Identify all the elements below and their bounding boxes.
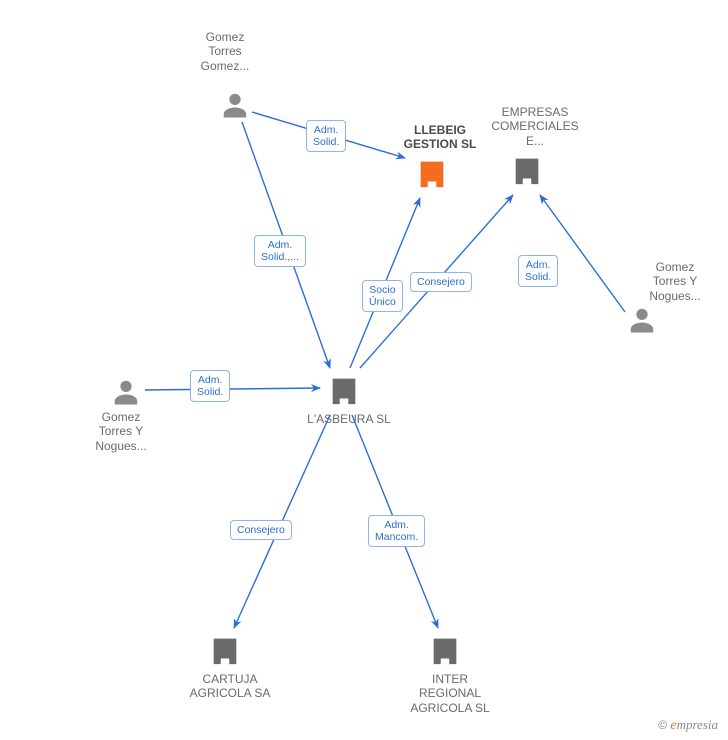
edge-label: Adm. Solid.: [306, 120, 346, 152]
building-icon[interactable]: [415, 156, 449, 195]
edge-line: [145, 388, 320, 390]
footer-attribution: © empresia: [658, 717, 718, 734]
building-icon[interactable]: [327, 373, 361, 412]
node-label[interactable]: L'ASBEURA SL: [289, 412, 409, 426]
edge-label: Consejero: [410, 272, 472, 292]
node-label[interactable]: Gomez Torres Gomez...: [180, 30, 270, 73]
node-label[interactable]: Gomez Torres Y Nogues...: [630, 260, 720, 303]
node-label[interactable]: CARTUJA AGRICOLA SA: [170, 672, 290, 701]
node-label[interactable]: Gomez Torres Y Nogues...: [76, 410, 166, 453]
node-label[interactable]: INTER REGIONAL AGRICOLA SL: [390, 672, 510, 715]
node-label[interactable]: EMPRESAS COMERCIALES E...: [475, 105, 595, 148]
person-icon[interactable]: [111, 377, 141, 412]
edge-label: Adm. Mancom.: [368, 515, 425, 547]
edge-label: Consejero: [230, 520, 292, 540]
copyright-symbol: ©: [658, 718, 667, 732]
edge-label: Adm. Solid.: [518, 255, 558, 287]
edge-label: Socio Único: [362, 280, 403, 312]
person-icon[interactable]: [220, 90, 250, 125]
building-icon[interactable]: [510, 153, 544, 192]
edge-label: Adm. Solid.,...: [254, 235, 306, 267]
building-icon[interactable]: [208, 633, 242, 672]
graph-canvas: [0, 0, 728, 740]
edge-label: Adm. Solid.: [190, 370, 230, 402]
edge-line: [540, 195, 625, 312]
brand-rest: mpresia: [677, 717, 718, 732]
building-icon[interactable]: [428, 633, 462, 672]
person-icon[interactable]: [627, 305, 657, 340]
